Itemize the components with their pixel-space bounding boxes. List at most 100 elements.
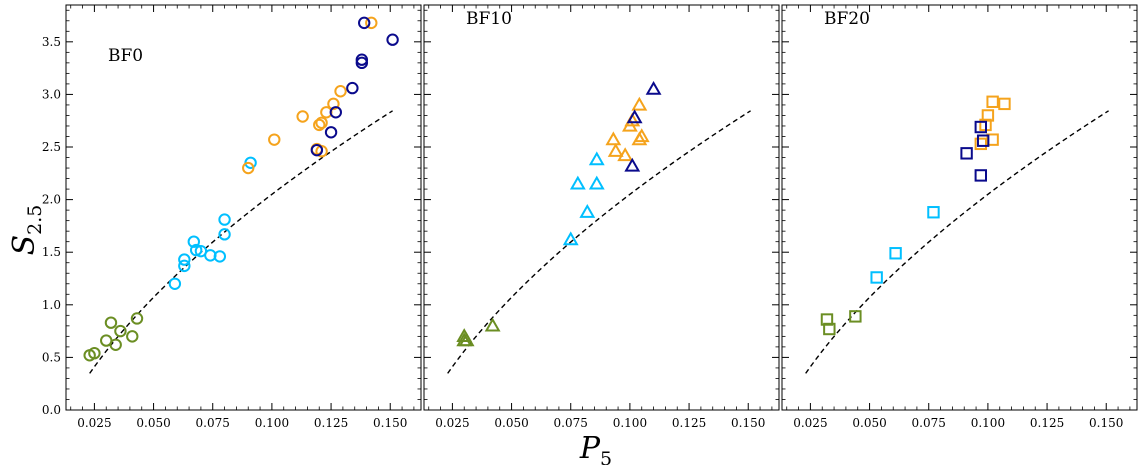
panel-bf10: 0.025 0.050 0.075 0.100 0.125 0.150 BF10 (423, 4, 780, 430)
data-point (189, 243, 203, 257)
data-point (386, 33, 399, 46)
series-sky (562, 151, 605, 246)
series-green (83, 312, 144, 362)
data-point (458, 332, 475, 347)
x-tick-label: 0.150 (731, 416, 765, 430)
data-point (986, 95, 999, 108)
data-point (631, 96, 648, 111)
x-tick-label: 0.075 (196, 416, 230, 430)
panel-label: BF0 (108, 46, 143, 66)
y-axis-title: S2.5 (7, 205, 46, 256)
panel-bf20: 0.025 0.050 0.075 0.100 0.125 0.150 BF20 (781, 4, 1138, 430)
data-point (562, 231, 579, 246)
data-point (126, 330, 139, 343)
y-tick-label: 0.5 (42, 350, 61, 364)
data-point (484, 317, 501, 332)
data-point (981, 109, 995, 122)
data-point (109, 338, 122, 351)
panel-label: BF20 (824, 9, 870, 29)
data-point (617, 147, 634, 162)
x-tick-label: 0.050 (852, 416, 886, 430)
y-tick-label: 1.0 (42, 298, 61, 312)
x-axis-title: P5 (579, 431, 612, 465)
data-point (974, 120, 987, 134)
data-point (605, 131, 622, 146)
series-navy (624, 80, 662, 172)
data-point (823, 322, 836, 336)
y-tick-label: 3.5 (42, 35, 61, 49)
fit-curve (89, 110, 393, 374)
panel-label: BF10 (466, 9, 512, 29)
y-tick-label: 2.0 (42, 193, 61, 207)
series-navy (960, 120, 990, 182)
series-orange (605, 96, 650, 162)
x-tick-label: 0.075 (912, 416, 946, 430)
x-axis-title-subscript: 5 (600, 448, 612, 465)
series-sky (168, 156, 257, 290)
x-tick-label: 0.050 (136, 416, 170, 430)
data-point (218, 213, 231, 226)
data-point (187, 235, 201, 248)
data-point (974, 137, 987, 151)
panel-bf0: 0.0 0.5 1.0 1.5 2.0 2.5 3.0 3.5 0.025 0.050 0.075 0… (42, 4, 422, 430)
chart-panels: 0.00.51.01.52.02.53.03.50.025 0.050 0.075 0… (42, 4, 1138, 430)
data-point (88, 346, 101, 360)
x-tick-label: 0.125 (672, 416, 706, 430)
data-point (218, 228, 231, 241)
data-point (998, 97, 1011, 111)
data-point (960, 147, 973, 160)
x-tick-label: 0.100 (613, 416, 647, 430)
data-point (242, 161, 255, 175)
data-point (624, 157, 641, 172)
data-point (927, 206, 940, 219)
y-axis-title-main: S (7, 235, 42, 256)
fit-curve (805, 110, 1109, 374)
data-point (296, 110, 309, 123)
series-green (456, 317, 501, 347)
data-point (976, 134, 990, 147)
x-tick-label: 0.050 (494, 416, 528, 430)
data-point (178, 253, 191, 266)
data-point (130, 312, 144, 325)
data-point (324, 126, 338, 139)
panel-frame (781, 4, 1138, 411)
data-point (607, 143, 624, 157)
series-navy (310, 16, 399, 157)
data-point (588, 151, 605, 166)
data-point (355, 53, 369, 66)
data-point (327, 97, 340, 111)
data-point (329, 106, 342, 119)
series-orange (242, 16, 378, 175)
series-green (820, 310, 862, 336)
data-point (168, 277, 182, 290)
data-point (313, 118, 326, 132)
data-point (268, 133, 281, 146)
data-point (315, 116, 328, 130)
data-point (310, 143, 324, 157)
fit-curve (447, 110, 751, 374)
data-point (104, 316, 118, 329)
panel-frame (423, 4, 780, 411)
data-point (358, 16, 371, 30)
data-point (178, 259, 191, 273)
data-point (579, 204, 596, 218)
data-point (849, 310, 862, 323)
data-point (889, 247, 902, 260)
data-point (569, 175, 586, 190)
data-point (114, 324, 127, 338)
y-tick-label: 3.0 (42, 87, 61, 101)
data-point (213, 250, 227, 263)
x-tick-label: 0.150 (373, 416, 407, 430)
data-point (645, 80, 662, 95)
x-tick-label: 0.150 (1089, 416, 1123, 430)
data-point (315, 145, 328, 158)
svg-text:P5: P5 (579, 431, 612, 465)
y-axis-title-subscript: 2.5 (24, 205, 46, 235)
x-tick-label: 0.100 (255, 416, 289, 430)
x-tick-label: 0.100 (971, 416, 1005, 430)
x-tick-label: 0.025 (793, 416, 827, 430)
data-point (588, 175, 605, 190)
series-sky (870, 206, 940, 284)
series-orange (974, 95, 1011, 151)
